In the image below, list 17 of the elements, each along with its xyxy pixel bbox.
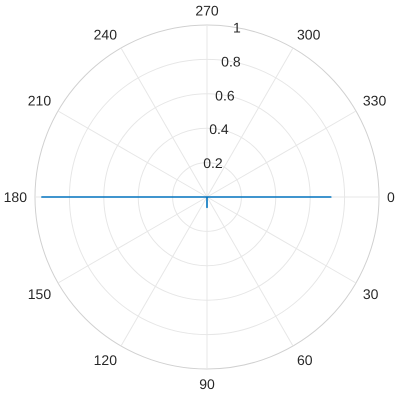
y-tick-label: 0.2 <box>203 155 223 172</box>
spoke-label: 330 <box>362 92 386 109</box>
spoke-label: 240 <box>94 26 118 43</box>
y-tick-label: 0.6 <box>215 87 235 104</box>
spoke-label: 270 <box>195 2 219 19</box>
spoke-label: 180 <box>4 188 28 205</box>
y-tick-label: 1 <box>232 20 241 36</box>
spoke-label: 300 <box>297 26 321 43</box>
spoke-label: 60 <box>297 352 313 368</box>
spoke-label: 210 <box>28 92 52 109</box>
y-tick-label: 0.4 <box>209 121 229 138</box>
y-tick-label: 0.8 <box>221 53 241 70</box>
spoke-label: 0 <box>387 188 395 205</box>
spoke-label: 120 <box>94 352 118 368</box>
spoke-label: 150 <box>28 286 52 302</box>
spoke-label: 90 <box>199 376 215 392</box>
spoke-label: 30 <box>362 286 379 302</box>
